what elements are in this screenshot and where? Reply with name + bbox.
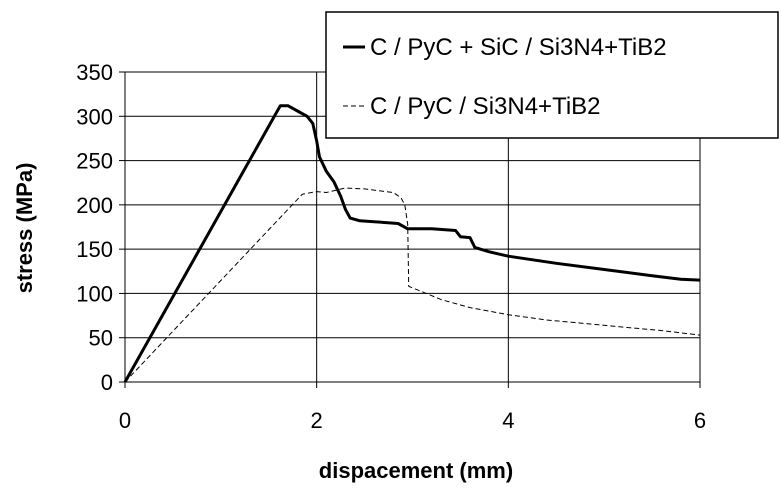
series-lines: [123, 104, 701, 383]
x-tick-label: 2: [311, 408, 323, 433]
x-axis-ticks: 0 2 4 6: [119, 382, 706, 433]
y-tick-label: 150: [76, 237, 113, 262]
legend-box: [325, 11, 779, 139]
y-tick-label: 0: [101, 370, 113, 395]
series-line-1: [123, 104, 701, 383]
x-tick-label: 4: [502, 408, 514, 433]
legend: C / PyC + SiC / Si3N4+TiB2 C / PyC / Si3…: [325, 11, 779, 139]
y-tick-label: 250: [76, 149, 113, 174]
legend-label-series-2: C / PyC / Si3N4+TiB2: [370, 93, 601, 120]
y-axis-ticks: 0 50 100 150 200 250 300 350: [76, 60, 125, 395]
y-axis-title: stress (MPa): [12, 163, 37, 294]
x-tick-label: 0: [119, 408, 131, 433]
x-axis-title: dispacement (mm): [319, 458, 513, 483]
x-tick-label: 6: [694, 408, 706, 433]
y-tick-label: 100: [76, 281, 113, 306]
y-tick-label: 50: [89, 326, 113, 351]
y-tick-label: 300: [76, 104, 113, 129]
y-tick-label: 200: [76, 193, 113, 218]
series-line-2: [124, 187, 701, 383]
legend-label-series-1: C / PyC + SiC / Si3N4+TiB2: [370, 34, 667, 61]
y-tick-label: 350: [76, 60, 113, 85]
